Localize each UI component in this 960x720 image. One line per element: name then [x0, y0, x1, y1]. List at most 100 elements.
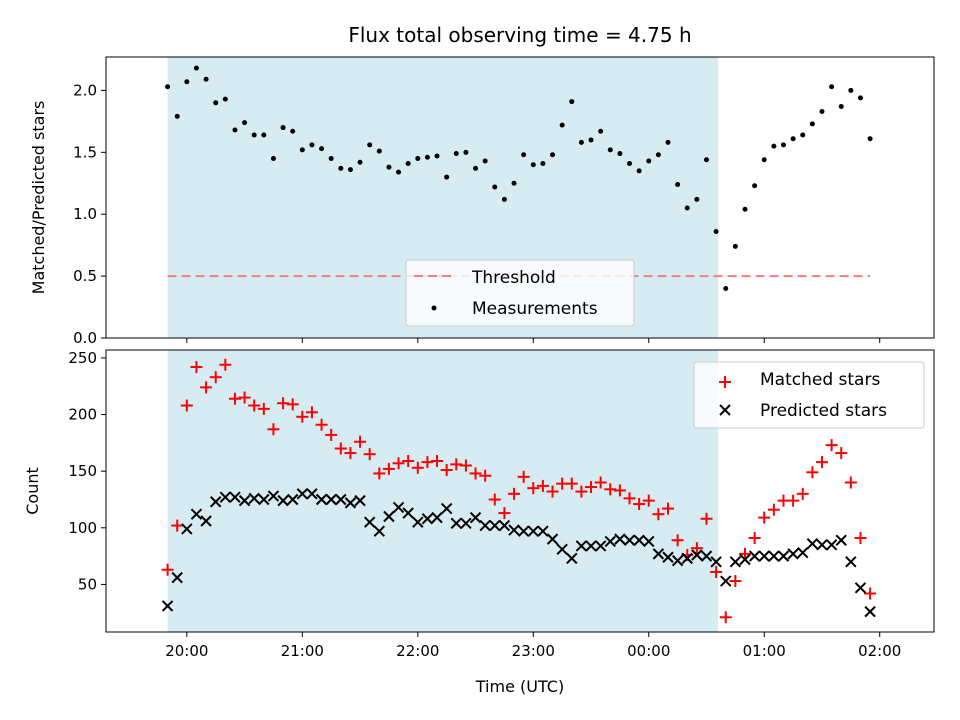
predicted-star-point: [335, 493, 347, 506]
matched-star-point: [787, 494, 800, 507]
measurement-point: [174, 113, 180, 119]
predicted-star-point: [537, 525, 549, 537]
predicted-star-point: [739, 553, 751, 566]
measurement-point: [415, 156, 421, 162]
matched-star-point: [536, 479, 549, 492]
predicted-star-point: [575, 540, 588, 552]
matched-star-point: [633, 498, 646, 511]
predicted-star-point: [546, 533, 559, 545]
matched-star-point: [575, 485, 588, 498]
predicted-star-point: [825, 539, 838, 551]
predicted-star-point: [585, 540, 597, 552]
matched-star-point: [671, 534, 684, 547]
bottom-y-tick-label: 100: [68, 519, 97, 537]
matched-star-point: [161, 563, 174, 576]
matched-star-point: [748, 532, 761, 544]
matched-star-point: [315, 418, 328, 431]
bottom-panel: 50 100 150 200 250 20:00 21:00 22:00 23:00 00:00…: [23, 349, 935, 696]
matched-star-point: [767, 503, 780, 516]
matched-star-point: [171, 519, 184, 532]
measurement-point: [540, 160, 546, 166]
measurement-point: [559, 122, 565, 128]
predicted-star-point: [412, 516, 424, 528]
top-y-tick-label: 1.0: [73, 205, 97, 223]
matched-star-point: [190, 360, 203, 373]
matched-star-point: [498, 507, 511, 520]
predicted-star-point: [729, 556, 742, 568]
measurement-point: [261, 132, 267, 138]
matched-star-point: [354, 435, 367, 448]
top-y-axis-label: Matched/Predicted stars: [29, 101, 48, 295]
measurement-point: [319, 146, 325, 152]
predicted-star-point: [652, 548, 665, 560]
matched-star-point: [806, 466, 819, 479]
predicted-star-point: [460, 517, 472, 529]
measurement-point: [473, 165, 479, 171]
predicted-star-point: [864, 605, 876, 618]
matched-star-point: [690, 542, 703, 555]
measurement-point: [386, 164, 392, 170]
matched-star-point: [344, 447, 357, 460]
predicted-star-point: [344, 497, 357, 509]
matched-star-point: [238, 391, 251, 404]
measurement-point: [453, 151, 459, 157]
x-axis-label: Time (UTC): [475, 677, 564, 696]
measurement-point: [752, 183, 758, 189]
matched-star-point: [459, 459, 472, 472]
measurement-point: [838, 104, 844, 110]
bottom-legend-frame: [693, 361, 925, 429]
predicted-star-point: [392, 501, 405, 514]
legend-measurements-label: Measurements: [472, 299, 598, 319]
predicted-star-point: [421, 513, 434, 525]
bottom-y-tick-label: 200: [68, 406, 97, 424]
predicted-star-point: [566, 552, 578, 565]
measurement-point: [309, 142, 315, 148]
matched-star-point: [825, 439, 838, 452]
top-y-tick-label: 2.0: [73, 81, 97, 99]
measurement-point: [819, 108, 825, 114]
predicted-star-point: [508, 524, 520, 536]
matched-star-point: [248, 399, 261, 412]
matched-star-point: [488, 493, 501, 506]
predicted-star-point: [768, 550, 780, 562]
predicted-star-point: [325, 493, 337, 506]
matched-star-point: [864, 587, 877, 600]
bottom-y-axis-label: Count: [23, 467, 42, 515]
measurement-point: [809, 121, 815, 127]
measurement-point: [511, 180, 517, 186]
matched-star-point: [623, 492, 636, 505]
bottom-legend: Matched stars Predicted stars: [693, 361, 925, 429]
predicted-star-point: [277, 494, 289, 507]
predicted-star-point: [556, 543, 568, 556]
matched-star-point: [411, 461, 424, 474]
measurement-point: [501, 196, 507, 202]
measurement-point: [434, 153, 440, 159]
bottom-x-tick-label: 00:00: [627, 642, 670, 660]
predicted-star-point: [662, 551, 674, 563]
measurement-point: [165, 84, 171, 90]
measurement-point: [617, 151, 623, 157]
matched-star-point: [738, 547, 751, 560]
matched-star-point: [479, 469, 492, 482]
measurement-point: [627, 160, 633, 166]
top-x-ticks: [186, 338, 881, 343]
measurement-point: [761, 157, 767, 163]
chart-title: Flux total observing time = 4.75 h: [348, 23, 691, 47]
measurement-point: [636, 168, 642, 174]
predicted-star-point: [835, 534, 847, 546]
matched-star-point: [296, 410, 309, 423]
measurement-point: [723, 285, 729, 291]
matched-star-point: [334, 442, 347, 455]
predicted-star-point: [383, 510, 395, 523]
legend-matched-swatch: [719, 376, 731, 388]
matched-star-point: [373, 467, 386, 480]
predicted-star-point: [248, 492, 260, 505]
measurement-point: [376, 148, 382, 154]
matched-star-point: [585, 481, 598, 494]
predicted-star-point: [614, 533, 626, 545]
matched-star-point: [546, 485, 559, 498]
measurement-point: [790, 136, 796, 142]
predicted-star-point: [806, 537, 819, 550]
matched-star-point: [844, 476, 857, 489]
matched-star-point: [277, 397, 290, 410]
